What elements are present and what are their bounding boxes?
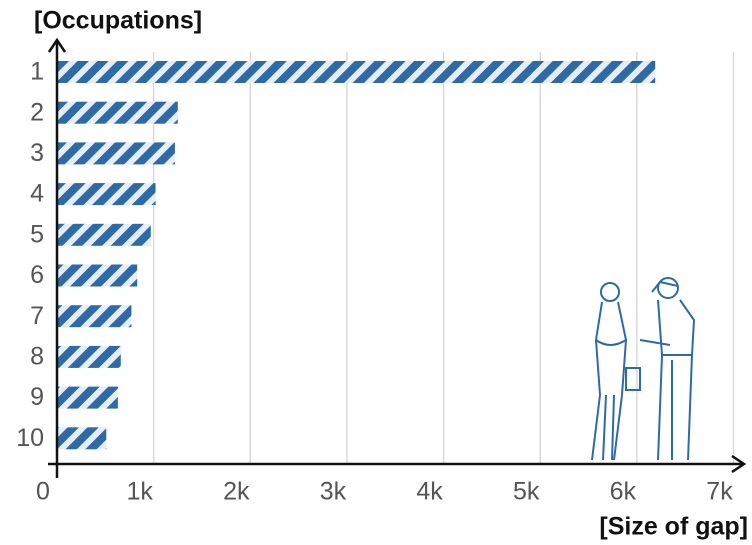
x-tick-label: 0 [36,478,50,506]
y-tick-label: 9 [30,383,44,411]
grid [152,52,735,464]
y-tick-label: 6 [30,261,44,289]
bars [57,61,656,450]
y-tick-label: 2 [30,98,44,126]
bar [57,305,132,328]
y-tick-label: 7 [30,302,44,330]
bar [57,386,118,409]
bar [57,101,178,124]
bar [57,61,656,83]
bar [57,427,107,450]
y-tick-label: 3 [30,139,44,167]
x-axis-title: [Size of gap] [599,513,748,541]
bar [57,183,156,206]
x-tick-label: 7k [706,478,733,506]
bar [57,223,151,246]
y-axis-title: [Occupations] [34,7,202,35]
x-tick-label: 1k [126,478,153,506]
x-tick-label: 2k [223,478,250,506]
y-tick-label: 4 [30,180,44,208]
bar [57,264,138,287]
y-tick-label: 8 [30,343,44,371]
y-tick-label: 1 [30,58,44,86]
x-tick-label: 6k [610,478,637,506]
y-tick-label: 5 [30,220,44,248]
illustration [591,277,696,461]
bar [57,142,175,165]
x-tick-label: 5k [513,478,540,506]
y-tick-label: 10 [16,424,44,452]
axes [47,37,747,478]
x-tick-label: 4k [416,478,443,506]
bar [57,345,121,368]
x-tick-label: 3k [320,478,347,506]
